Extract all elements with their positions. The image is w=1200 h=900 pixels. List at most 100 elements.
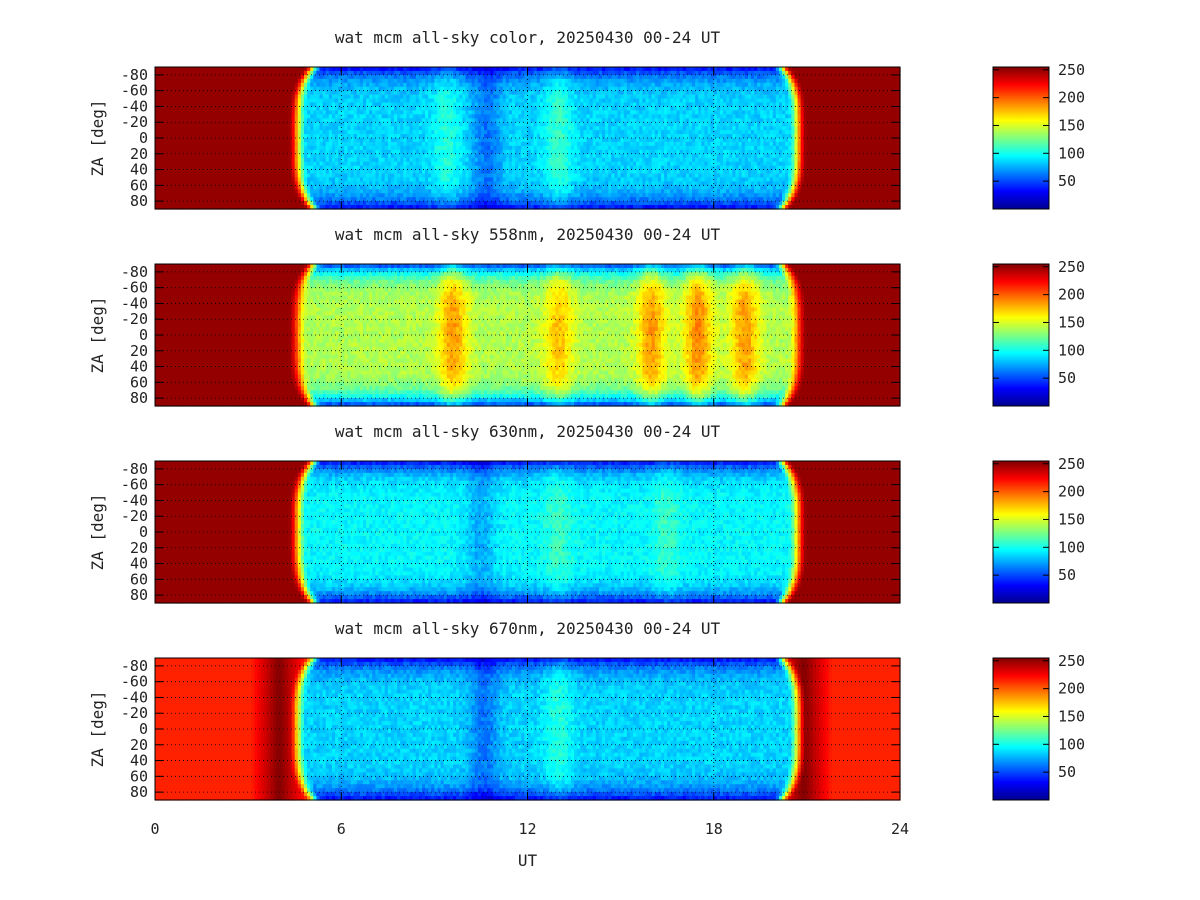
heatmap-cell	[229, 181, 234, 186]
heatmap-cell	[223, 110, 227, 115]
heatmap-cell	[313, 130, 318, 135]
heatmap-cell	[248, 90, 252, 96]
heatmap-cell	[217, 161, 221, 167]
heatmap-cell	[276, 70, 280, 76]
heatmap-cell	[304, 201, 308, 206]
heatmap-cell	[366, 94, 370, 100]
heatmap-cell	[186, 86, 190, 92]
heatmap-cell	[248, 110, 252, 115]
heatmap-cell	[272, 181, 277, 186]
heatmap-cell	[186, 181, 190, 186]
heatmap-cell	[158, 177, 162, 182]
heatmap-cell	[155, 134, 159, 139]
heatmap-cell	[179, 177, 184, 182]
heatmap-cell	[328, 165, 333, 171]
heatmap-cell	[366, 78, 370, 84]
heatmap-cell	[257, 67, 262, 72]
heatmap-cell	[328, 114, 333, 119]
heatmap-cell	[170, 122, 175, 127]
heatmap-cell	[235, 141, 240, 147]
heatmap-cell	[347, 189, 352, 194]
heatmap-cell	[313, 185, 318, 190]
heatmap-cell	[272, 82, 277, 88]
heatmap-cell	[245, 165, 249, 171]
heatmap-cell	[297, 141, 302, 147]
heatmap-cell	[310, 114, 314, 119]
heatmap-cell	[195, 106, 200, 111]
heatmap-cell	[335, 189, 339, 194]
heatmap-cell	[238, 138, 243, 143]
heatmap-cell	[213, 110, 218, 115]
heatmap-cell	[328, 177, 333, 182]
heatmap-cell	[297, 98, 302, 104]
heatmap-cell	[366, 74, 370, 80]
heatmap-cell	[341, 102, 345, 108]
heatmap-cell	[173, 74, 178, 80]
heatmap-cell	[300, 114, 305, 119]
heatmap-cell	[291, 138, 296, 143]
heatmap-cell	[279, 177, 283, 182]
heatmap-cell	[198, 98, 203, 104]
heatmap-cell	[229, 157, 234, 163]
heatmap-cell	[347, 74, 352, 80]
heatmap-cell	[335, 86, 339, 92]
heatmap-cell	[276, 165, 280, 171]
heatmap-cell	[155, 169, 159, 175]
heatmap-cell	[260, 149, 265, 155]
heatmap-cell	[260, 205, 265, 210]
heatmap-cell	[161, 193, 165, 198]
heatmap-cell	[297, 90, 302, 96]
heatmap-cell	[291, 94, 296, 100]
heatmap-cell	[179, 153, 184, 159]
heatmap-cell	[356, 177, 361, 182]
heatmap-cell	[285, 145, 290, 151]
heatmap-cell	[257, 189, 262, 194]
heatmap-cell	[344, 130, 349, 135]
heatmap-cell	[186, 78, 190, 84]
heatmap-cell	[294, 134, 299, 139]
heatmap-cell	[322, 205, 327, 210]
heatmap-cell	[223, 118, 227, 123]
heatmap-cell	[158, 70, 162, 76]
heatmap-cell	[335, 153, 339, 159]
heatmap-cell	[158, 98, 162, 104]
heatmap-cell	[297, 122, 302, 127]
heatmap-cell	[316, 74, 321, 80]
heatmap-cell	[269, 201, 274, 206]
heatmap-cell	[366, 130, 370, 135]
heatmap-cell	[331, 193, 336, 198]
heatmap-cell	[158, 118, 162, 123]
heatmap-cell	[254, 118, 259, 123]
heatmap-cell	[359, 118, 364, 123]
heatmap-cell	[350, 94, 355, 100]
heatmap-cell	[238, 169, 243, 175]
heatmap-cell	[245, 86, 249, 92]
heatmap-cell	[282, 189, 286, 194]
heatmap-cell	[350, 205, 355, 210]
heatmap-cell	[176, 126, 181, 131]
heatmap-cell	[344, 138, 349, 143]
heatmap-cell	[353, 74, 358, 80]
heatmap-cell	[297, 118, 302, 123]
heatmap-cell	[359, 141, 364, 147]
heatmap-cell	[366, 181, 370, 186]
heatmap-cell	[319, 138, 324, 143]
heatmap-cell	[195, 145, 200, 151]
heatmap-cell	[325, 185, 330, 190]
heatmap-cell	[328, 126, 333, 131]
heatmap-cell	[353, 149, 358, 155]
heatmap-cell	[279, 193, 283, 198]
heatmap-cell	[288, 86, 293, 92]
heatmap-cell	[186, 90, 190, 96]
heatmap-cell	[195, 141, 200, 147]
heatmap-cell	[260, 98, 265, 104]
heatmap-cell	[257, 126, 262, 131]
heatmap-cell	[266, 114, 271, 119]
heatmap-cell	[307, 74, 311, 80]
heatmap-cell	[186, 201, 190, 206]
heatmap-cell	[204, 149, 209, 155]
heatmap-cell	[276, 193, 280, 198]
heatmap-cell	[282, 193, 286, 198]
heatmap-cell	[294, 177, 299, 182]
heatmap-cell	[316, 177, 321, 182]
